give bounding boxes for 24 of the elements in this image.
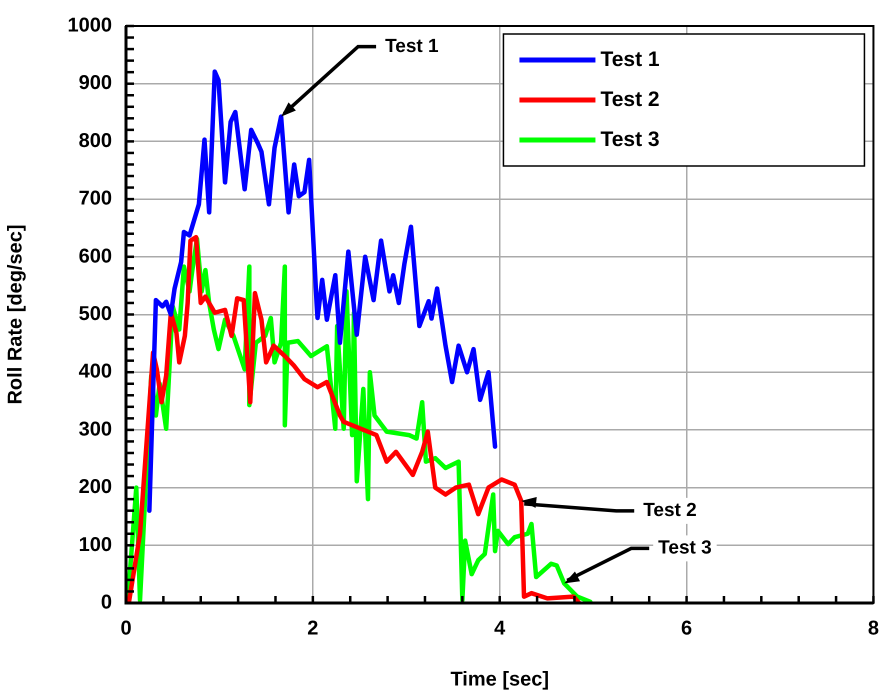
x-tick-label: 0 xyxy=(120,618,132,640)
annotation: Test 3 xyxy=(658,538,712,559)
x-tick-label: 4 xyxy=(494,618,506,640)
legend-label: Test 2 xyxy=(600,88,660,111)
x-axis-title: Time [sec] xyxy=(450,668,550,691)
y-tick-label: 200 xyxy=(78,476,112,498)
y-tick-label: 500 xyxy=(78,303,112,326)
x-tick-label: 6 xyxy=(681,618,692,640)
annotation: Test 1 xyxy=(385,36,440,57)
y-axis-title: Roll Rate [deg/sec] xyxy=(4,224,27,405)
y-tick-label: 300 xyxy=(78,418,112,440)
x-tick-label: 8 xyxy=(868,618,879,640)
y-tick-label: 800 xyxy=(78,130,112,152)
x-tick-label: 2 xyxy=(307,618,318,640)
y-tick-label: 1000 xyxy=(68,14,112,37)
annotation: Test 2 xyxy=(643,500,697,522)
y-tick-label: 900 xyxy=(78,72,112,94)
y-tick-label: 400 xyxy=(78,360,112,383)
y-tick-label: 100 xyxy=(78,534,112,556)
y-tick-label: 700 xyxy=(78,188,112,210)
y-tick-label: 0 xyxy=(100,592,112,614)
y-tick-label: 600 xyxy=(78,245,112,268)
legend-label: Test 3 xyxy=(600,128,660,151)
legend-label: Test 1 xyxy=(600,48,660,71)
